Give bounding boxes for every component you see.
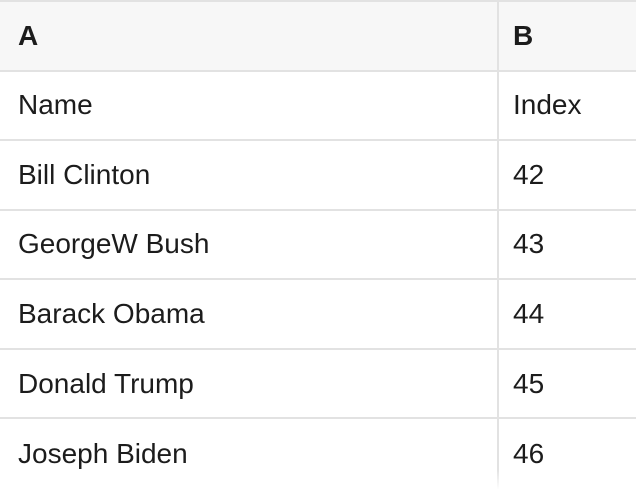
cell-b1[interactable]: Index — [513, 89, 582, 121]
table-row: Barack Obama 44 — [0, 280, 636, 350]
column-header-row: A B — [0, 2, 636, 72]
column-header-b-label: B — [513, 19, 534, 51]
cell-a6[interactable]: Joseph Biden — [0, 419, 499, 489]
cell-a2[interactable]: Bill Clinton — [0, 141, 499, 209]
cell-a3[interactable]: GeorgeW Bush — [0, 210, 499, 279]
table-row: Name Index — [0, 71, 636, 142]
table-row: Donald Trump 45 — [0, 349, 636, 420]
cell-a1[interactable]: Name — [0, 71, 499, 140]
table-row: Joseph Biden 46 — [0, 419, 636, 489]
table-row: Bill Clinton 42 — [0, 141, 636, 211]
table-row: GeorgeW Bush 43 — [0, 210, 636, 281]
cell-b4[interactable]: 44 — [513, 298, 545, 330]
cell-a4[interactable]: Barack Obama — [0, 280, 499, 348]
column-header-b[interactable]: B — [499, 2, 636, 70]
cell-b5[interactable]: 45 — [513, 367, 545, 399]
cell-b3[interactable]: 43 — [513, 228, 545, 260]
column-header-a-label: A — [18, 19, 39, 51]
cell-b2[interactable]: 42 — [513, 158, 545, 190]
cell-b6[interactable]: 46 — [513, 438, 545, 470]
cell-a5[interactable]: Donald Trump — [0, 349, 499, 418]
column-header-a[interactable]: A — [0, 2, 499, 70]
